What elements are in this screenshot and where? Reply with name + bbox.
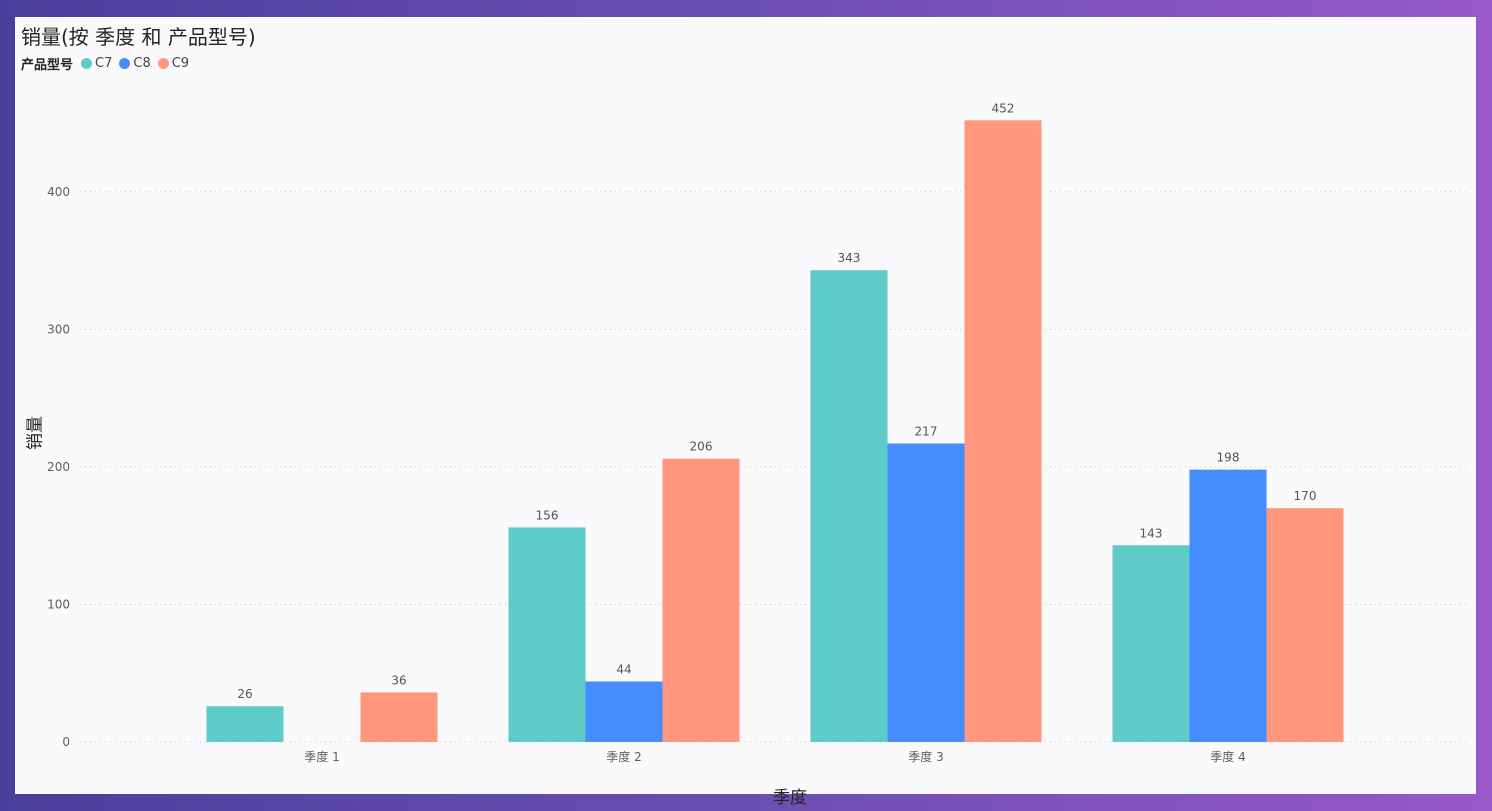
x-axis-title: 季度 xyxy=(773,788,807,808)
legend-item-c9[interactable]: C9 xyxy=(157,56,190,71)
data-label-c9-q1: 36 xyxy=(391,673,406,687)
legend-swatch-c9 xyxy=(157,58,169,69)
data-label-c8-q3: 217 xyxy=(915,425,938,439)
bar-c7-q3[interactable] xyxy=(810,270,888,742)
bar-c7-q1[interactable] xyxy=(206,706,284,742)
data-label-c8-q2: 44 xyxy=(616,662,631,676)
legend-item-c7[interactable]: C7 xyxy=(81,56,112,71)
legend-label-c9: C9 xyxy=(171,56,190,71)
y-tick-label: 0 xyxy=(62,735,70,749)
y-tick-label: 400 xyxy=(47,185,70,199)
bar-c8-q3[interactable] xyxy=(887,443,965,742)
data-label-c9-q2: 206 xyxy=(690,440,713,454)
data-label-c8-q4: 198 xyxy=(1217,451,1240,465)
x-tick-label: 季度 3 xyxy=(908,749,943,764)
x-tick-label: 季度 4 xyxy=(1210,749,1245,764)
x-tick-label: 季度 2 xyxy=(606,749,641,764)
y-tick-label: 200 xyxy=(47,460,70,474)
bar-c8-q2[interactable] xyxy=(585,681,663,742)
bar-c8-q4[interactable] xyxy=(1189,469,1267,742)
chart-plot-area: 0 100 200 300 400 26 36 季度 1 156 44 206 季度 2 343 217 4… xyxy=(47,101,1467,764)
chart-panel: 销量(按 季度 和 产品型号) 产品型号 C7 C8 C9 销量 季度 0 100… xyxy=(15,17,1476,808)
legend-label-c8: C8 xyxy=(133,56,151,71)
bar-c7-q4[interactable] xyxy=(1112,545,1190,742)
data-label-c7-q3: 343 xyxy=(838,251,861,265)
bar-c9-q2[interactable] xyxy=(662,458,740,742)
data-label-c7-q1: 26 xyxy=(237,687,252,701)
legend-title: 产品型号 xyxy=(21,58,74,73)
data-label-c7-q4: 143 xyxy=(1140,526,1163,540)
y-tick-label: 100 xyxy=(47,597,70,611)
bar-c7-q2[interactable] xyxy=(508,527,586,742)
legend-item-c8[interactable]: C8 xyxy=(119,56,151,71)
legend-label-c7: C7 xyxy=(95,56,113,71)
data-label-c9-q3: 452 xyxy=(992,101,1015,115)
legend: 产品型号 C7 C8 C9 xyxy=(21,54,196,73)
data-label-c7-q2: 156 xyxy=(536,508,559,522)
legend-swatch-c8 xyxy=(119,58,131,69)
bar-c9-q3[interactable] xyxy=(964,120,1042,743)
bar-c9-q4[interactable] xyxy=(1266,508,1344,742)
legend-swatch-c7 xyxy=(81,58,93,69)
chart-title: 销量(按 季度 和 产品型号) xyxy=(21,25,256,49)
x-tick-label: 季度 1 xyxy=(304,749,339,764)
data-label-c9-q4: 170 xyxy=(1294,489,1317,503)
y-tick-label: 300 xyxy=(47,322,70,336)
bar-c9-q1[interactable] xyxy=(360,692,438,742)
